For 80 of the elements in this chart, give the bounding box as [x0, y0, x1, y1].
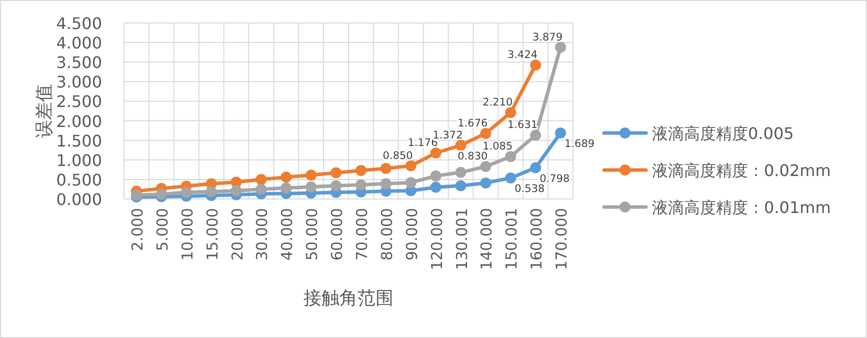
- data-label: 2.210: [482, 96, 513, 109]
- x-tick-label: 5.000: [153, 208, 172, 251]
- x-tick-label: 70.000: [352, 208, 371, 260]
- data-label: 1.676: [458, 117, 488, 130]
- point: [480, 128, 492, 139]
- y-tick-label: 2.000: [56, 112, 102, 131]
- y-axis-title: 误差值: [34, 84, 55, 138]
- x-tick-label: 120.000: [428, 208, 446, 270]
- y-tick-label: 0.500: [56, 170, 102, 190]
- x-tick-label: 30.000: [253, 208, 272, 260]
- point: [505, 107, 516, 118]
- point: [480, 177, 492, 188]
- point: [355, 179, 366, 190]
- legend-label: 液滴高度精度：0.02mm: [652, 161, 831, 180]
- point: [330, 180, 342, 192]
- x-tick-label: 170.000: [552, 208, 571, 270]
- point: [355, 164, 366, 176]
- point: [430, 182, 442, 193]
- point: [230, 185, 242, 196]
- x-tick-label: 20.000: [228, 208, 246, 260]
- point: [206, 186, 217, 198]
- point: [306, 170, 317, 181]
- point: [430, 148, 442, 159]
- point: [455, 140, 466, 151]
- point: [555, 127, 566, 138]
- x-tick-label: 60.000: [328, 208, 346, 260]
- point: [530, 162, 542, 174]
- point: [380, 178, 392, 190]
- y-tick-label: 4.000: [56, 34, 102, 53]
- point: [505, 151, 516, 162]
- point: [505, 172, 516, 184]
- point: [380, 162, 392, 174]
- data-label: 1.085: [482, 140, 513, 153]
- point: [330, 167, 342, 178]
- data-label: 3.424: [508, 49, 538, 62]
- x-tick-label: 150.001: [502, 208, 521, 270]
- y-tick-label: 1.000: [56, 150, 102, 170]
- y-tick-label: 3.000: [56, 72, 102, 92]
- y-tick-label: 4.500: [56, 14, 102, 33]
- data-label: 3.879: [532, 31, 563, 44]
- point: [455, 166, 466, 178]
- point: [430, 170, 442, 182]
- data-label: 0.798: [540, 172, 570, 185]
- data-label: 0.830: [458, 150, 488, 163]
- point: [405, 160, 416, 172]
- x-tick-label: 50.000: [303, 208, 322, 260]
- y-tick-label: 1.500: [56, 131, 102, 150]
- y-tick-label: 0.000: [56, 190, 102, 209]
- data-label: 1.176: [408, 137, 438, 150]
- legend-label: 液滴高度精度：0.01mm: [652, 198, 831, 217]
- x-tick-label: 160.000: [528, 208, 546, 270]
- y-tick-label: 2.500: [56, 92, 102, 112]
- data-label: 1.689: [564, 138, 595, 150]
- data-label: 0.538: [514, 182, 545, 195]
- x-tick-label: 140.000: [478, 208, 496, 270]
- x-tick-label: 80.000: [378, 208, 396, 260]
- point: [555, 42, 566, 53]
- legend-label: 液滴高度精度0.005: [652, 124, 794, 143]
- point: [306, 181, 317, 192]
- x-tick-label: 10.000: [178, 208, 196, 260]
- x-tick-label: 15.000: [203, 208, 222, 260]
- point: [530, 60, 542, 71]
- point: [530, 130, 542, 141]
- x-tick-label: 130.001: [452, 208, 471, 270]
- point: [156, 188, 167, 200]
- point: [280, 182, 292, 194]
- x-axis-title: 接触角范围: [304, 288, 394, 309]
- point: [256, 184, 267, 195]
- y-tick-label: 3.500: [56, 53, 102, 72]
- x-tick-label: 40.000: [278, 208, 296, 260]
- point: [455, 180, 466, 192]
- point: [256, 174, 267, 185]
- point: [280, 172, 292, 183]
- point: [405, 177, 416, 188]
- data-label: 0.850: [382, 150, 413, 162]
- data-label: 1.631: [508, 119, 538, 132]
- x-tick-label: 90.000: [402, 208, 421, 260]
- point: [480, 161, 492, 172]
- point: [180, 186, 192, 198]
- x-tick-label: 2.000: [128, 208, 146, 251]
